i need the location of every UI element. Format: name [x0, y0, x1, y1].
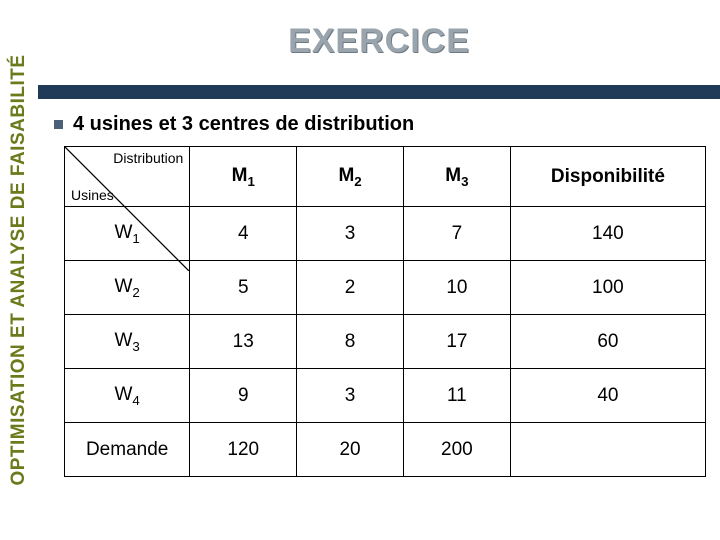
- cell: 9: [190, 369, 297, 423]
- cell: 17: [403, 315, 510, 369]
- sidebar-label: OPTIMISATION ET ANALYSE DE FAISABILITÉ: [8, 54, 30, 485]
- corner-cell: Distribution Usines: [65, 147, 190, 207]
- transport-table: Distribution Usines M1 M2 M3 Disponibili…: [64, 146, 706, 477]
- cell: 2: [297, 261, 404, 315]
- cell: 3: [297, 369, 404, 423]
- corner-top-label: Distribution: [113, 150, 183, 166]
- corner-bottom-label: Usines: [71, 187, 114, 203]
- col-header-m2: M2: [297, 147, 404, 207]
- cell: 3: [297, 207, 404, 261]
- cell-availability: 60: [510, 315, 705, 369]
- cell: 13: [190, 315, 297, 369]
- cell-demand: 120: [190, 423, 297, 477]
- main-content: EXERCICE 4 usines et 3 centres de distri…: [38, 0, 720, 540]
- bullet-text: 4 usines et 3 centres de distribution: [73, 113, 414, 136]
- vertical-sidebar: OPTIMISATION ET ANALYSE DE FAISABILITÉ: [0, 0, 38, 540]
- cell: 8: [297, 315, 404, 369]
- table-demand-row: Demande 120 20 200: [65, 423, 706, 477]
- row-label-w3: W3: [65, 315, 190, 369]
- row-label-demand: Demande: [65, 423, 190, 477]
- cell: 4: [190, 207, 297, 261]
- col-header-m1: M1: [190, 147, 297, 207]
- col-header-availability: Disponibilité: [510, 147, 705, 207]
- bullet-square-icon: [54, 120, 63, 129]
- table-container: Distribution Usines M1 M2 M3 Disponibili…: [64, 146, 706, 477]
- cell-availability: 40: [510, 369, 705, 423]
- title-divider: [38, 85, 720, 99]
- table-row: W4 9 3 11 40: [65, 369, 706, 423]
- cell-availability: 140: [510, 207, 705, 261]
- page-title: EXERCICE: [38, 22, 720, 61]
- cell: 11: [403, 369, 510, 423]
- table-header-row: Distribution Usines M1 M2 M3 Disponibili…: [65, 147, 706, 207]
- cell-availability: 100: [510, 261, 705, 315]
- row-label-w4: W4: [65, 369, 190, 423]
- bullet-item: 4 usines et 3 centres de distribution: [54, 113, 720, 136]
- cell: 7: [403, 207, 510, 261]
- table-row: W3 13 8 17 60: [65, 315, 706, 369]
- cell: 5: [190, 261, 297, 315]
- cell-demand: 200: [403, 423, 510, 477]
- col-header-m3: M3: [403, 147, 510, 207]
- cell-empty: [510, 423, 705, 477]
- cell: 10: [403, 261, 510, 315]
- cell-demand: 20: [297, 423, 404, 477]
